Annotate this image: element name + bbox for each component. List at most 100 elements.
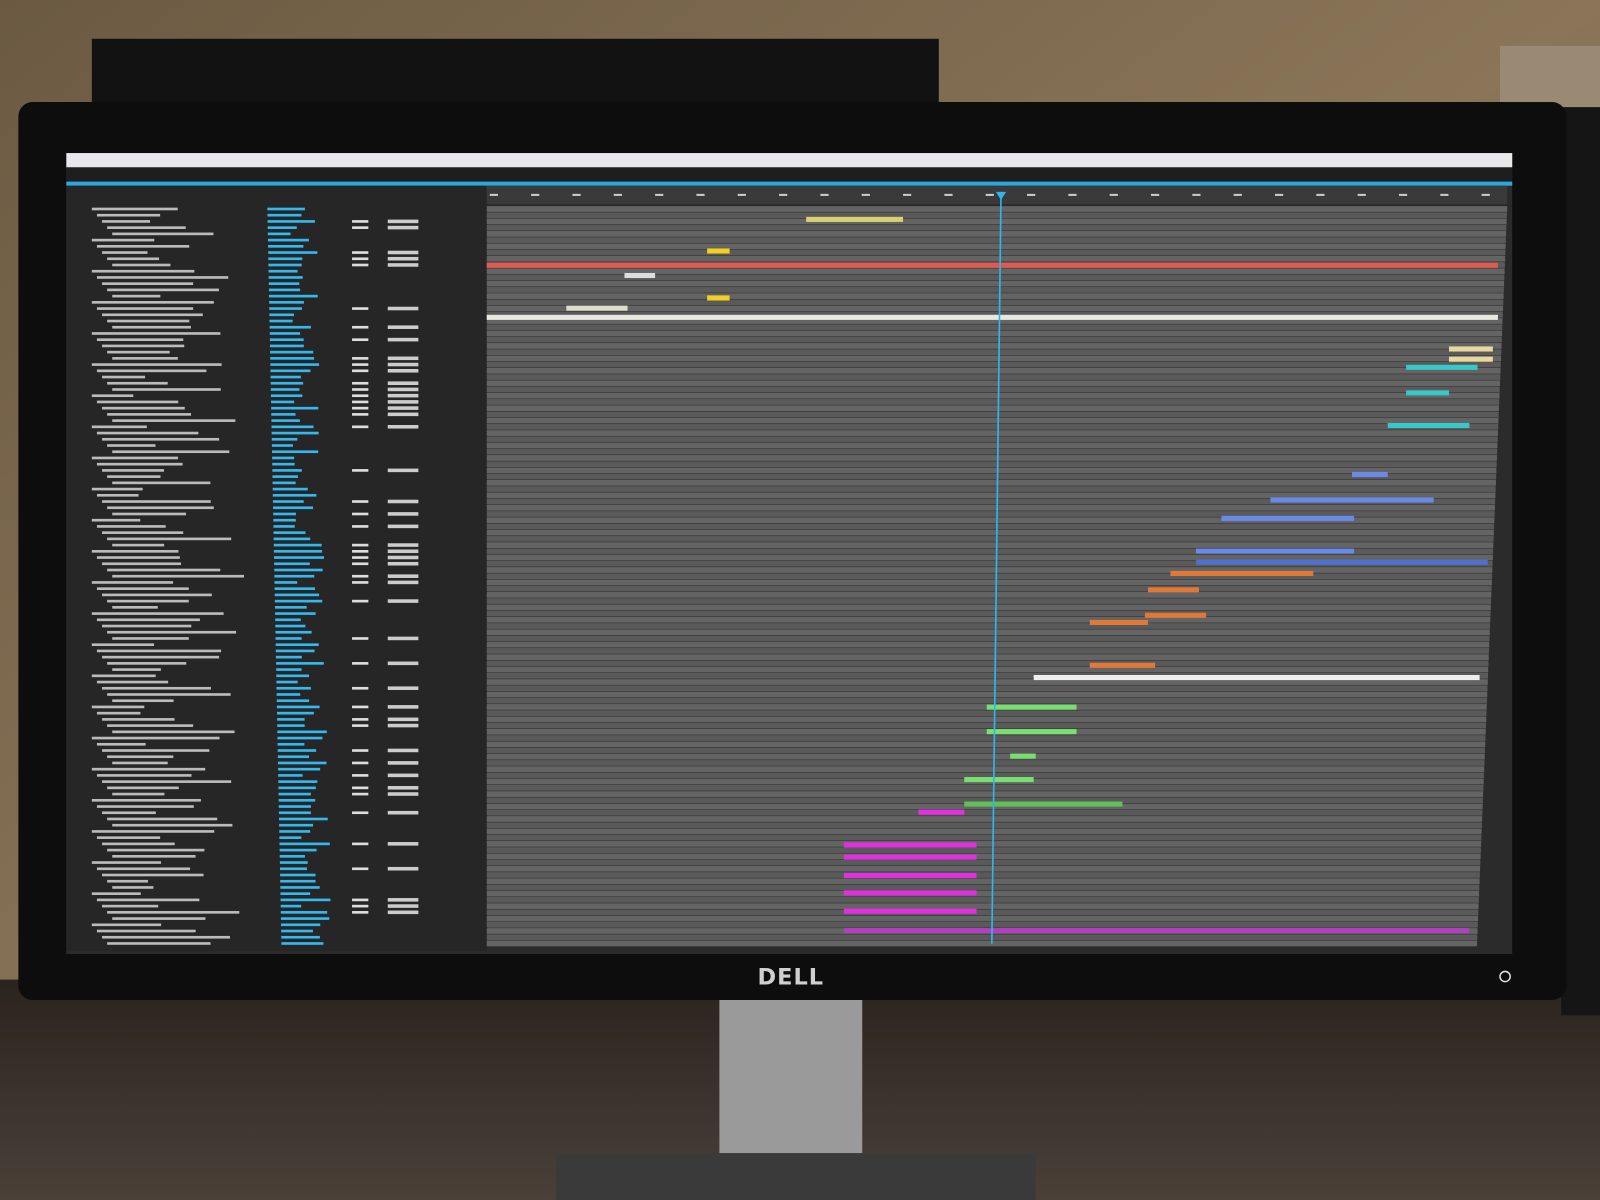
timeline-row: [486, 467, 1497, 474]
timeline-row: [486, 212, 1507, 219]
timeline-row: [486, 542, 1494, 548]
brand-logo: DELL: [757, 965, 824, 991]
layer-name: [112, 730, 235, 734]
layer-value: [270, 375, 301, 379]
timeline-row: [486, 517, 1495, 524]
layer-value: [274, 568, 323, 572]
timeline-rows: [486, 193, 1508, 947]
layer-name: [112, 388, 221, 391]
layer-name: [96, 556, 180, 559]
layer-name: [96, 649, 222, 653]
layer-value: [279, 823, 314, 827]
layer-value: [279, 861, 308, 864]
layer-name: [91, 456, 179, 460]
layer-switch: [387, 904, 419, 908]
timeline-row: [486, 399, 1500, 405]
layer-value: [276, 705, 320, 709]
layer-value: [277, 718, 305, 721]
layer-bar: [1195, 559, 1488, 565]
layer-value: [280, 911, 328, 914]
timeline-row: [486, 710, 1487, 717]
timeline-row: [486, 697, 1487, 704]
timeline-row: [486, 766, 1485, 773]
power-button[interactable]: [1499, 970, 1511, 983]
layer-value: [269, 313, 294, 317]
ruler-tick: [944, 193, 953, 196]
layer-value: [275, 612, 316, 615]
timeline-row: [486, 666, 1489, 673]
layer-bar: [843, 854, 977, 860]
layer-name: [96, 525, 166, 528]
layer-name: [107, 786, 179, 790]
layer-switch: [387, 263, 419, 267]
layer-switch: [387, 524, 419, 529]
layer-name: [112, 543, 165, 547]
timeline-row: [486, 629, 1490, 636]
layer-mode: [352, 550, 369, 553]
layer-value: [272, 456, 295, 460]
layer-value: [274, 599, 323, 603]
layer-value: [268, 282, 300, 286]
layer-name: [102, 562, 182, 566]
layer-value: [267, 207, 305, 211]
layer-bar: [1221, 515, 1355, 521]
layer-name: [112, 512, 187, 516]
layer-value: [279, 830, 311, 833]
layer-value: [281, 942, 324, 945]
layer-value: [272, 469, 302, 472]
layer-value: [278, 805, 311, 808]
ruler-tick: [531, 193, 540, 196]
layer-bar: [566, 305, 628, 311]
layer-name: [91, 674, 156, 678]
layer-switch: [387, 748, 419, 753]
layer-name: [96, 742, 146, 746]
layer-switch: [387, 561, 419, 566]
layer-value: [281, 935, 320, 939]
layer-name: [91, 425, 147, 429]
layer-switch: [387, 381, 419, 385]
timeline-row: [486, 380, 1500, 387]
layer-name: [107, 288, 219, 292]
layer-mode: [352, 307, 369, 310]
layer-bar: [1010, 753, 1036, 759]
layer-name: [96, 307, 194, 310]
layer-name: [112, 668, 161, 671]
layer-mode: [352, 637, 369, 640]
ruler-tick: [1233, 193, 1242, 196]
layer-name: [96, 493, 139, 497]
layer-name: [107, 568, 221, 572]
layer-switch: [387, 686, 419, 690]
ruler-tick: [985, 193, 994, 196]
layer-value: [281, 929, 313, 933]
layer-name: [107, 693, 231, 696]
timeline-row: [486, 480, 1496, 486]
layer-bar: [1448, 356, 1493, 362]
layer-value: [274, 562, 310, 566]
layer-value: [274, 574, 315, 578]
layer-value: [279, 867, 307, 871]
layer-bar: [843, 872, 977, 879]
layer-value: [268, 251, 318, 254]
layer-name: [96, 213, 161, 217]
layer-bar: [486, 314, 1498, 320]
layer-switch: [387, 717, 419, 722]
layer-name: [102, 842, 175, 846]
layer-value: [267, 238, 309, 242]
layer-name: [107, 506, 214, 510]
timeline-row: [486, 716, 1487, 723]
layer-mode: [352, 220, 369, 223]
layer-name: [107, 350, 170, 354]
layer-switch: [387, 792, 419, 796]
layer-value: [277, 761, 327, 765]
side-monitor: [1561, 107, 1600, 1016]
layer-name: [107, 724, 194, 727]
layer-name: [91, 301, 214, 304]
layer-name: [91, 518, 141, 522]
timeline-row: [486, 318, 1503, 324]
timeline-row: [486, 791, 1484, 797]
ruler-tick: [1192, 193, 1201, 196]
timeline-row: [486, 772, 1484, 779]
layer-name: [96, 836, 161, 839]
layer-value: [271, 400, 295, 404]
